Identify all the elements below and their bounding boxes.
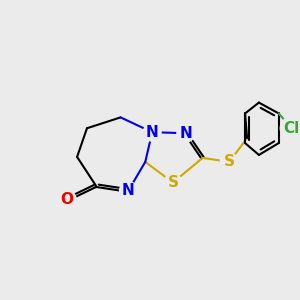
Text: N: N: [146, 125, 159, 140]
Circle shape: [143, 123, 161, 141]
Text: S: S: [167, 175, 178, 190]
Circle shape: [280, 117, 300, 140]
Circle shape: [120, 182, 137, 200]
Circle shape: [164, 174, 182, 191]
Text: N: N: [179, 126, 192, 141]
Text: N: N: [122, 183, 135, 198]
Circle shape: [58, 190, 76, 208]
Text: Cl: Cl: [284, 121, 300, 136]
Text: S: S: [224, 154, 235, 169]
Circle shape: [220, 153, 238, 171]
Text: O: O: [61, 192, 74, 207]
Circle shape: [177, 124, 195, 142]
